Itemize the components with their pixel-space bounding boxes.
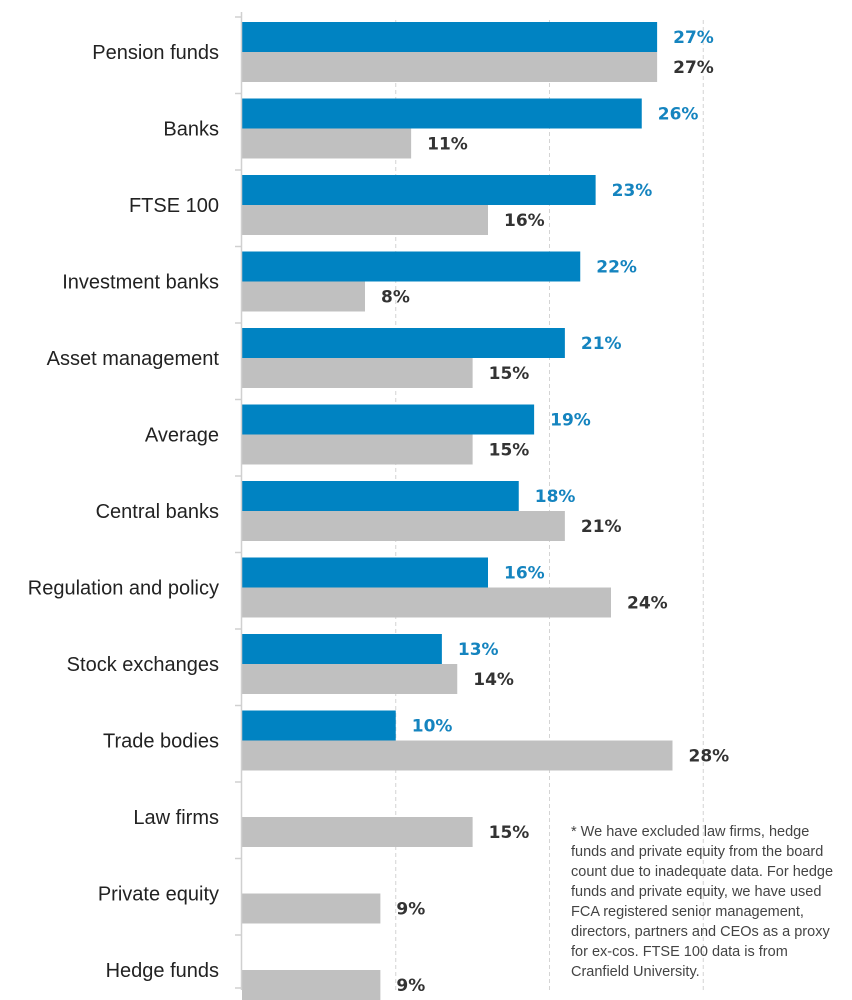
data-label: 18% (535, 487, 576, 507)
data-label: 16% (504, 211, 545, 231)
data-label: 15% (489, 441, 530, 461)
category-axis (235, 12, 243, 990)
bar-blue (242, 251, 581, 282)
bar-blue (242, 634, 442, 664)
category-label: FTSE 100 (129, 195, 219, 217)
data-label: 27% (673, 58, 714, 78)
bar-grey (242, 664, 458, 694)
bar-grey (242, 52, 658, 82)
data-label: 23% (612, 181, 653, 201)
category-label: Law firms (133, 807, 219, 829)
bar-grey (242, 128, 412, 159)
data-label: 27% (673, 28, 714, 48)
bar-grey (242, 358, 473, 388)
data-label: 28% (689, 747, 730, 767)
data-label: 11% (427, 135, 468, 155)
labels: Pension funds 27% 27% Banks 26% 11% FTSE 100 23… (28, 28, 729, 996)
data-label: 9% (396, 900, 425, 920)
bar-blue (242, 557, 488, 588)
data-label: 19% (550, 411, 591, 431)
bars (242, 22, 673, 1000)
category-label: Average (145, 425, 219, 447)
bar-blue (242, 98, 642, 129)
bar-grey (242, 893, 381, 924)
bar-blue (242, 175, 596, 205)
data-label: 26% (658, 105, 699, 125)
data-label: 14% (473, 670, 514, 690)
category-label: Hedge funds (106, 960, 219, 982)
data-label: 24% (627, 594, 668, 614)
category-label: Central banks (96, 501, 219, 523)
data-label: 21% (581, 517, 622, 537)
data-label: 8% (381, 288, 410, 308)
bar-grey (242, 970, 381, 1000)
data-label: 22% (596, 258, 637, 278)
bar-blue (242, 404, 535, 435)
category-label: Private equity (98, 884, 219, 906)
bar-grey (242, 511, 565, 541)
bar-grey (242, 434, 473, 465)
bar-grey (242, 587, 611, 618)
bar-grey (242, 817, 473, 847)
data-label: 10% (412, 717, 453, 737)
category-label: Pension funds (92, 42, 219, 64)
data-label: 9% (396, 976, 425, 996)
category-label: Regulation and policy (28, 578, 219, 600)
data-label: 15% (489, 364, 530, 384)
category-label: Investment banks (62, 272, 219, 294)
data-label: 16% (504, 564, 545, 584)
bar-blue (242, 22, 658, 52)
bar-grey (242, 205, 488, 235)
category-label: Trade bodies (103, 731, 219, 753)
data-label: 21% (581, 334, 622, 354)
category-label: Asset management (47, 348, 220, 370)
data-label: 13% (458, 640, 499, 660)
category-label: Stock exchanges (67, 654, 219, 676)
data-label: 15% (489, 823, 530, 843)
bar-blue (242, 481, 519, 511)
bar-grey (242, 740, 673, 771)
bar-blue (242, 328, 565, 358)
bar-grey (242, 281, 365, 312)
bar-blue (242, 710, 396, 741)
footnote: * We have excluded law firms, hedge fund… (571, 824, 834, 980)
category-label: Banks (163, 119, 219, 141)
